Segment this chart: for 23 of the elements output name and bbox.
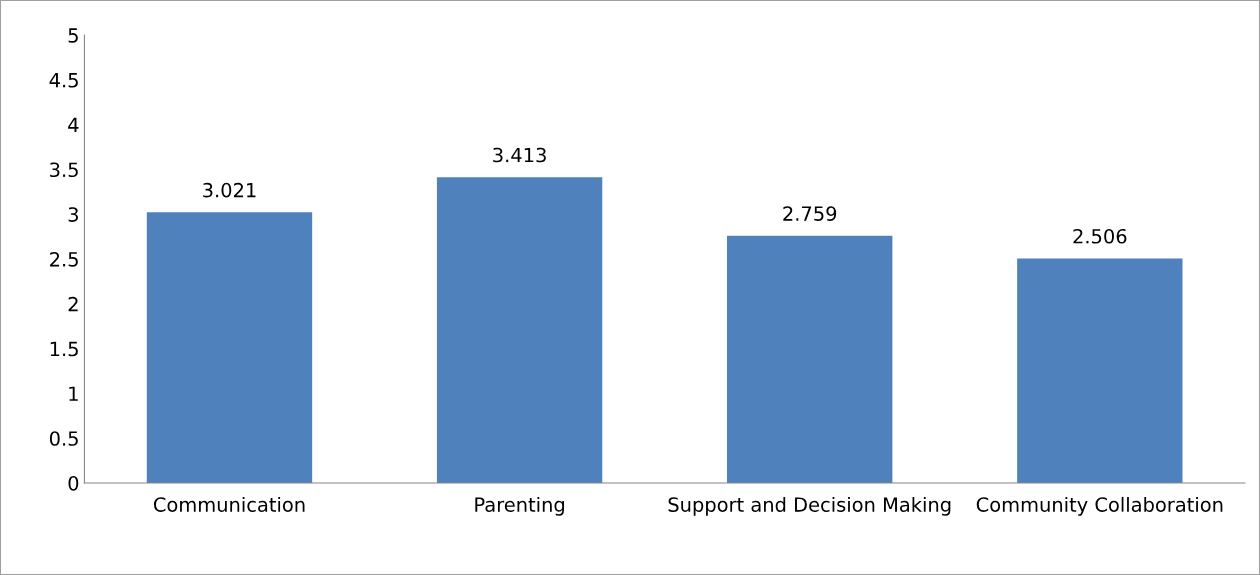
y-tick-label: 0.5 (49, 431, 78, 446)
y-tick-label: 5 (68, 28, 78, 43)
y-tick-label: 1 (69, 386, 78, 401)
x-tick-label: Communication (153, 496, 305, 512)
y-tick-label: 2.5 (50, 251, 78, 267)
bar (146, 212, 313, 483)
data-label: 3.021 (203, 182, 256, 198)
y-tick-label: 1.5 (50, 341, 78, 357)
y-tick-label: 2 (68, 296, 78, 312)
bar (727, 235, 893, 483)
y-tick-label: 4 (68, 117, 79, 133)
y-tick-label: 3.5 (50, 162, 78, 178)
x-tick-label: Parenting (475, 496, 564, 516)
data-label: 2.506 (1073, 228, 1127, 244)
x-tick-label: Support and Decision Making (668, 496, 951, 516)
y-tick-label: 4.5 (49, 73, 78, 88)
bar (1017, 258, 1183, 483)
data-label: 2.759 (783, 206, 837, 221)
bar (436, 177, 603, 483)
x-tick-label: Community Collaboration (976, 496, 1223, 516)
data-label: 3.413 (493, 147, 546, 163)
y-tick-label: 3 (68, 207, 78, 222)
y-tick-label: 0 (68, 475, 79, 491)
